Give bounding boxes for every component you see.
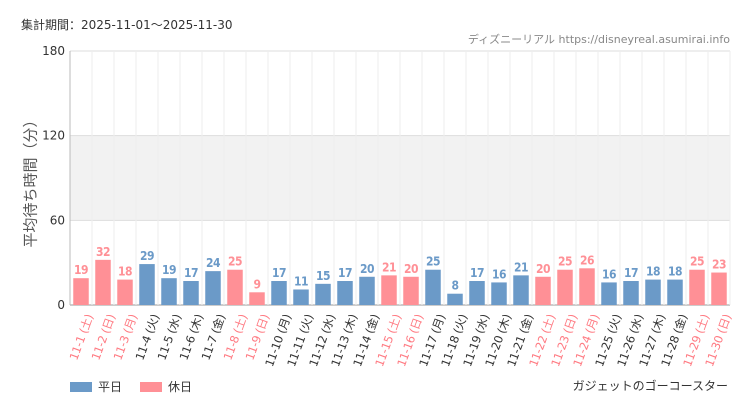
bar-holiday: [403, 276, 419, 305]
bar-weekday: [447, 293, 463, 305]
period-label: 集計期間：2025-11-01〜2025-11-30: [21, 18, 233, 32]
bar-value-label: 18: [646, 265, 660, 279]
source-label: ディズニーリアル https://disneyreal.asumirai.inf…: [467, 33, 730, 46]
bar-holiday: [711, 272, 727, 305]
bar-value-label: 17: [624, 266, 638, 280]
bar-value-label: 26: [580, 253, 594, 267]
bar-value-label: 8: [451, 279, 458, 293]
bar-weekday: [161, 278, 177, 305]
bar-weekday: [139, 264, 155, 305]
legend-item-weekday: 平日: [70, 378, 122, 395]
bar-value-label: 20: [404, 262, 418, 276]
bar-value-label: 21: [382, 260, 396, 274]
bar-value-label: 25: [690, 255, 704, 269]
bar-holiday: [227, 269, 243, 305]
bar-holiday: [557, 269, 573, 305]
bar-weekday: [337, 281, 353, 305]
bar-weekday: [183, 281, 199, 305]
bar-holiday: [73, 278, 89, 305]
y-tick-label: 120: [42, 129, 65, 143]
bar-value-label: 20: [360, 262, 374, 276]
bar-value-label: 23: [712, 258, 726, 272]
bar-weekday: [315, 283, 331, 305]
bar-weekday: [623, 281, 639, 305]
legend-label-weekday: 平日: [98, 380, 123, 394]
ride-name: ガジェットのゴーコースター: [572, 379, 728, 393]
bar-value-label: 17: [184, 266, 198, 280]
legend: 平日 休日: [70, 378, 192, 395]
bar-weekday: [359, 276, 375, 305]
bar-value-label: 15: [316, 269, 330, 283]
bar-value-label: 29: [140, 249, 154, 263]
bar-value-label: 24: [206, 256, 221, 270]
legend-swatch-weekday: [70, 381, 92, 392]
bar-value-label: 18: [668, 265, 682, 279]
bar-holiday: [689, 269, 705, 305]
bar-holiday: [249, 292, 265, 305]
bar-weekday: [271, 281, 287, 305]
legend-item-holiday: 休日: [140, 378, 192, 395]
bar-value-label: 20: [536, 262, 550, 276]
bar-holiday: [95, 259, 111, 305]
bar-value-label: 25: [426, 255, 440, 269]
bar-value-label: 17: [272, 266, 286, 280]
bar-holiday: [579, 268, 595, 305]
y-tick-label: 60: [50, 213, 65, 227]
legend-label-holiday: 休日: [168, 380, 193, 394]
bar-holiday: [117, 279, 133, 305]
bar-weekday: [293, 289, 309, 305]
legend-swatch-holiday: [140, 381, 163, 392]
bar-weekday: [667, 279, 683, 305]
bar-value-label: 25: [558, 255, 572, 269]
bar-weekday: [601, 282, 617, 305]
bar-value-label: 25: [228, 255, 242, 269]
bar-value-label: 17: [338, 266, 352, 280]
bar-value-label: 32: [96, 245, 110, 259]
y-tick-label: 180: [42, 44, 65, 58]
bar-weekday: [645, 279, 661, 305]
bar-holiday: [381, 275, 397, 305]
bar-value-label: 17: [470, 266, 484, 280]
bar-weekday: [469, 281, 485, 305]
y-tick-label: 0: [57, 298, 65, 312]
bar-value-label: 11: [294, 274, 308, 288]
bar-weekday: [425, 269, 441, 305]
bar-value-label: 9: [253, 277, 260, 291]
bar-weekday: [491, 282, 507, 305]
bar-value-label: 18: [118, 265, 132, 279]
bar-value-label: 19: [74, 263, 88, 277]
bar-weekday: [205, 271, 221, 305]
bar-value-label: 21: [514, 260, 528, 274]
bar-holiday: [535, 276, 551, 305]
bar-value-label: 16: [492, 267, 506, 281]
bar-value-label: 19: [162, 263, 176, 277]
bar-value-label: 16: [602, 267, 616, 281]
bar-weekday: [513, 275, 529, 305]
